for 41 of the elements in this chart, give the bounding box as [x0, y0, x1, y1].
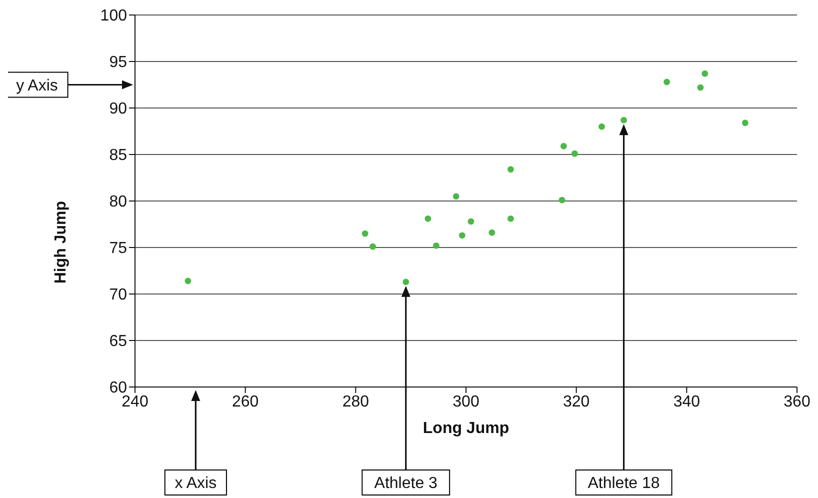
point [598, 123, 605, 130]
point [362, 230, 368, 237]
point [452, 193, 460, 200]
text: Athlete 18 [588, 475, 660, 492]
point [507, 166, 514, 173]
y-tick-label: 75 [109, 240, 128, 258]
point [742, 120, 748, 126]
y-tick-label: 95 [109, 54, 128, 72]
x-tick-label: 360 [784, 393, 810, 410]
point [468, 218, 474, 225]
point [458, 232, 466, 239]
point [402, 278, 410, 286]
point [697, 84, 704, 91]
point [424, 215, 432, 222]
x-axis-title: Long Jump [422, 420, 510, 437]
point [571, 150, 578, 157]
point [507, 215, 514, 222]
y-tick-label: 80 [109, 194, 128, 211]
point [702, 70, 708, 77]
y-tick-label: 65 [109, 333, 128, 350]
x-tick-label: 300 [452, 393, 480, 410]
y-axis-title: High Jump [52, 200, 70, 284]
point [560, 142, 567, 150]
point [558, 196, 566, 204]
point [620, 116, 627, 124]
y-tick-label: 70 [109, 286, 128, 304]
x-tick-label: 320 [562, 393, 590, 410]
x-tick-label: 340 [673, 393, 700, 410]
text: x Axis [174, 475, 217, 492]
text: Athlete 3 [374, 475, 438, 492]
point [184, 278, 192, 284]
y-tick-label: 90 [109, 100, 128, 118]
point [433, 242, 440, 249]
x-tick-label: 280 [342, 393, 370, 410]
point [370, 243, 376, 250]
text: y Axis [16, 77, 58, 94]
y-tick-label: 100 [100, 8, 128, 25]
point [488, 229, 496, 236]
x-tick-label: 260 [232, 393, 259, 410]
y-tick-label: 85 [109, 147, 128, 164]
point [664, 78, 670, 86]
